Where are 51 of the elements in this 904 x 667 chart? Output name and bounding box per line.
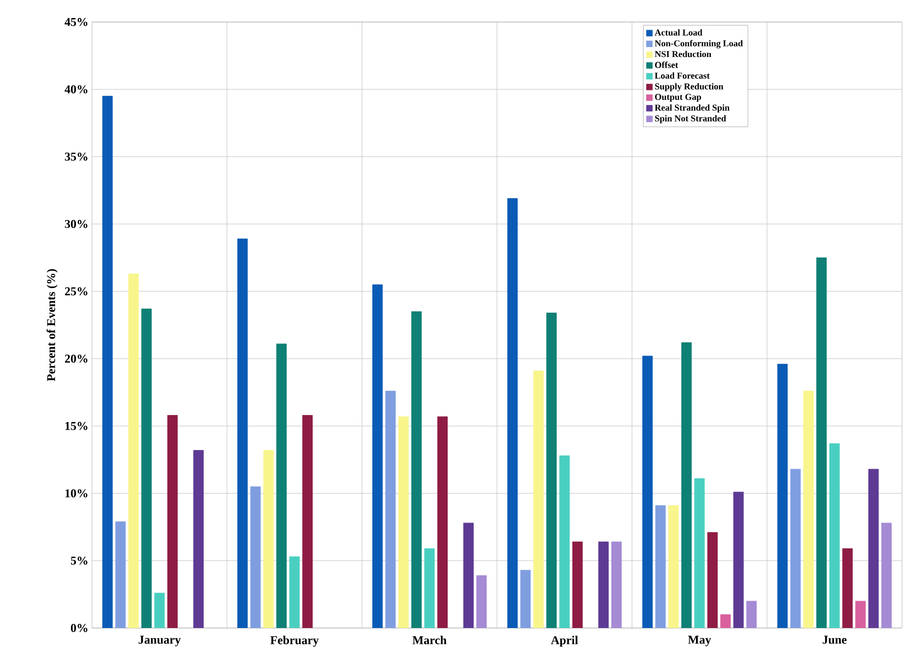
- y-tick-label: 10%: [65, 489, 88, 498]
- y-axis-title: Percent of Events (%): [46, 269, 58, 382]
- bar: [694, 478, 705, 628]
- bar: [829, 443, 840, 628]
- x-tick-label: April: [550, 636, 578, 647]
- bar: [572, 542, 583, 628]
- legend-label: Offset: [655, 62, 678, 68]
- bar: [463, 522, 474, 628]
- bar: [424, 548, 435, 628]
- legend-label: Actual Load: [654, 29, 702, 36]
- y-tick-label: 25%: [64, 287, 88, 296]
- bar: [167, 415, 178, 628]
- y-tick-label: 45%: [64, 18, 88, 26]
- bar: [855, 600, 866, 628]
- bar: [707, 532, 718, 628]
- bar: [411, 311, 422, 628]
- bar: [302, 415, 313, 628]
- y-tick-label: 20%: [64, 354, 88, 363]
- x-tick-label: March: [412, 636, 447, 644]
- bar: [681, 342, 692, 628]
- bar: [598, 542, 609, 628]
- legend-label: Supply Reduction: [655, 83, 724, 92]
- bar: [816, 257, 827, 628]
- bar: [154, 592, 165, 628]
- y-tick-label: 15%: [65, 422, 88, 430]
- bar: [141, 308, 152, 628]
- bar: [276, 344, 287, 628]
- legend-label: Load Forecast: [654, 72, 710, 79]
- x-tick-label: January: [138, 636, 181, 646]
- legend-label: Real Stranded Spin: [654, 104, 730, 112]
- bar: [842, 548, 853, 628]
- y-tick-label: 40%: [64, 85, 88, 94]
- bar: [720, 614, 731, 628]
- legend-label: Spin Not Stranded: [655, 115, 726, 124]
- y-tick-label: 35%: [64, 152, 88, 161]
- legend-label: NSI Reduction: [654, 50, 712, 58]
- x-tick-label: May: [688, 636, 712, 646]
- bar: [289, 556, 300, 628]
- bar: [559, 455, 570, 628]
- bar: [868, 468, 879, 628]
- y-tick-label: 30%: [64, 220, 88, 228]
- x-tick-label: June: [822, 636, 847, 644]
- bar: [193, 450, 204, 628]
- x-tick-label: February: [270, 636, 319, 647]
- legend-label: Output Gap: [655, 94, 702, 102]
- bar: [546, 312, 557, 628]
- y-tick-label: 5%: [70, 556, 88, 565]
- y-tick-label: 0%: [70, 624, 88, 632]
- bar: [437, 416, 448, 628]
- bar: [733, 492, 744, 628]
- legend-label: Non-Conforming Load: [654, 40, 743, 48]
